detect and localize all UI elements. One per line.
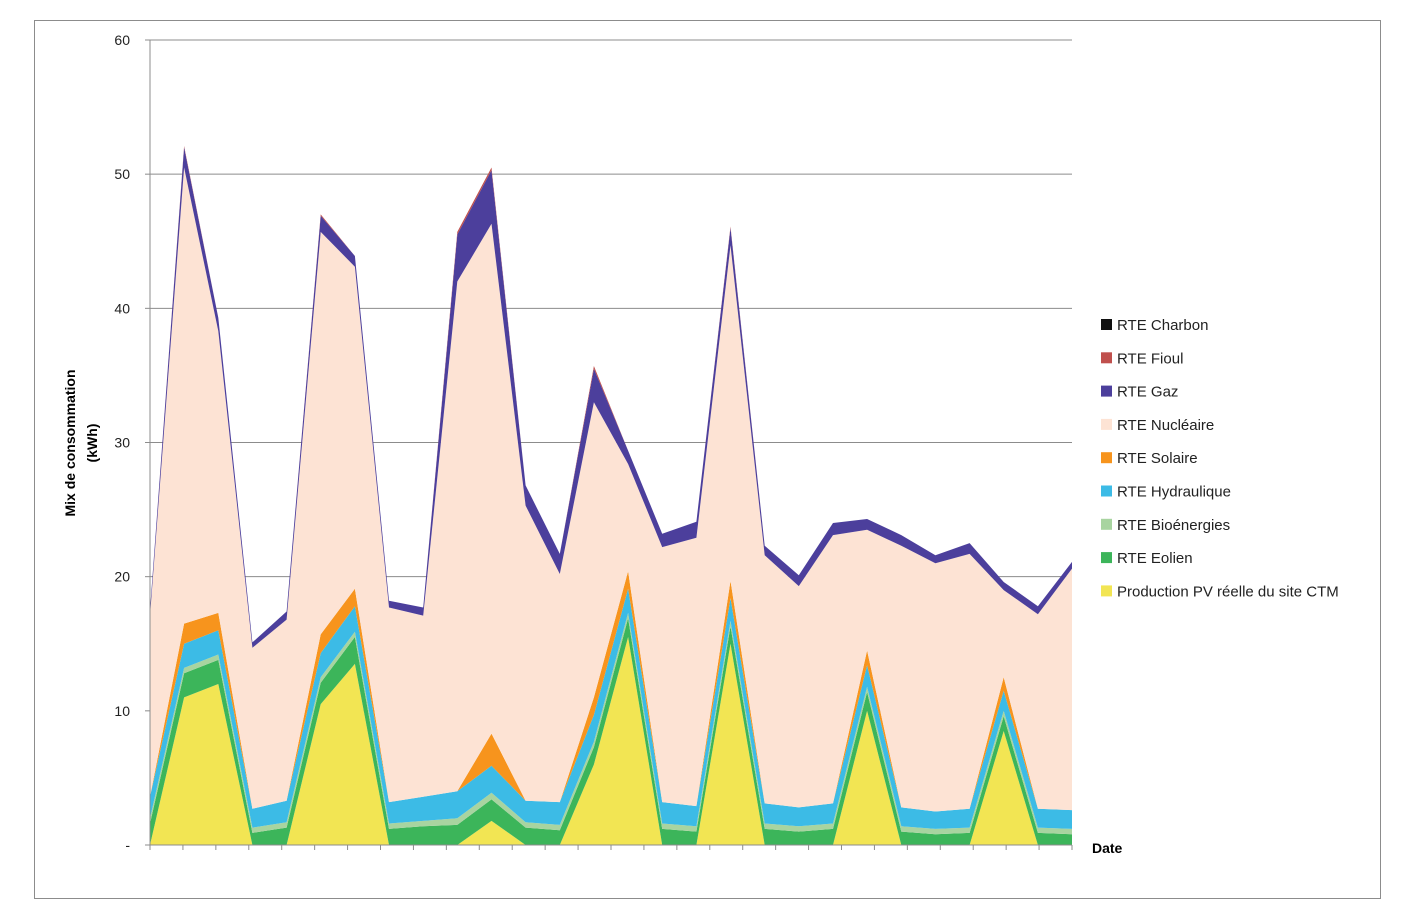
legend-swatch	[1101, 418, 1112, 430]
area-rte-nucleaire	[150, 167, 1072, 812]
legend-label: RTE Fioul	[1117, 350, 1183, 367]
y-tick-label: 60	[114, 32, 130, 48]
legend-swatch	[1101, 319, 1112, 330]
y-axis-title-line-1: Mix de consommation	[62, 369, 78, 516]
series-areas	[150, 146, 1072, 845]
area-production-pv-reelle-du-site-ctm	[150, 637, 1072, 845]
legend-label: RTE Bioénergies	[1117, 517, 1230, 534]
legend-swatch	[1101, 352, 1112, 364]
legend: RTE Charbon RTE Fioul RTE Gaz RTE Nucléaire…	[1101, 317, 1339, 600]
legend-swatch	[1101, 485, 1112, 497]
legend-label: RTE Gaz	[1117, 384, 1178, 401]
y-tick-label: 50	[114, 166, 130, 182]
area-rte-gaz	[150, 147, 1072, 648]
y-tick-label: 10	[114, 703, 130, 719]
y-tick-label: -	[125, 837, 130, 853]
y-tick-labels: - 10 20 30 40 50 60	[114, 32, 150, 853]
area-rte-hydraulique	[150, 588, 1072, 829]
area-rte-bioenergies	[150, 612, 1072, 835]
legend-label: Production PV réelle du site CTM	[1117, 583, 1339, 600]
legend-label: RTE Charbon	[1117, 317, 1208, 334]
legend-label: RTE Nucléaire	[1117, 417, 1214, 434]
legend-swatch	[1101, 552, 1112, 564]
legend-swatch	[1101, 452, 1112, 464]
legend-label: RTE Hydraulique	[1117, 484, 1231, 501]
x-axis-title: Date	[1092, 840, 1123, 856]
y-tick-label: 20	[114, 569, 130, 585]
legend-label: RTE Solaire	[1117, 450, 1198, 467]
y-axis-title: Mix de consommation (kWh)	[62, 369, 100, 516]
area-rte-solaire	[150, 571, 1072, 812]
y-tick-label: 30	[114, 435, 130, 451]
area-rte-eolien	[150, 618, 1072, 845]
y-tick-label: 40	[114, 300, 130, 316]
y-axis-title-line-2: (kWh)	[84, 424, 100, 463]
legend-swatch	[1101, 585, 1112, 597]
chart-frame	[34, 20, 1381, 899]
legend-label: RTE Eolien	[1117, 550, 1193, 567]
legend-swatch	[1101, 518, 1112, 530]
legend-swatch	[1101, 385, 1112, 397]
x-tick-marks	[149, 845, 1073, 850]
